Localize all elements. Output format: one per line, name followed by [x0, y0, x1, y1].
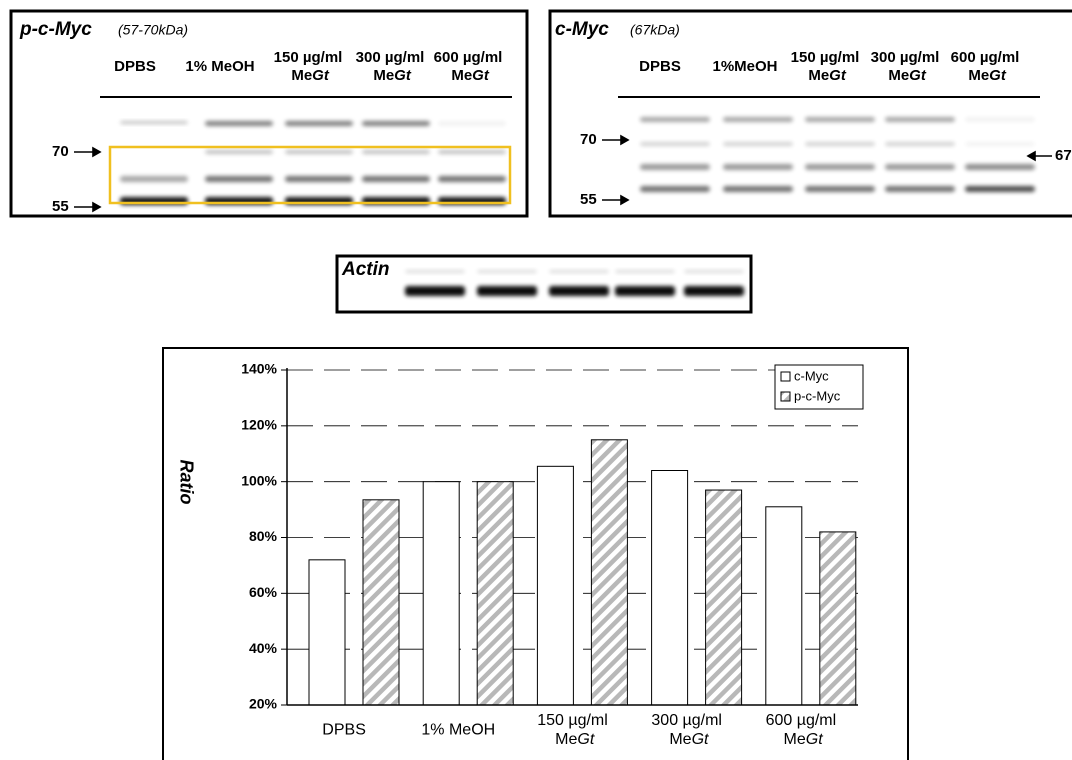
blot-band	[723, 164, 793, 170]
y-tick-label: 60%	[249, 584, 278, 600]
blot-band	[684, 270, 744, 273]
blot-band	[438, 176, 506, 182]
blot-band	[965, 186, 1035, 192]
blot-band	[885, 164, 955, 170]
bar	[537, 466, 573, 705]
blot-band	[640, 164, 710, 170]
bar	[706, 490, 742, 705]
blot-subtitle: (67kDa)	[630, 22, 680, 38]
bar	[477, 482, 513, 705]
legend-swatch	[781, 372, 790, 381]
blot-band	[640, 117, 710, 122]
blot-band	[205, 121, 273, 126]
lane-label: 1% MeOH	[185, 58, 254, 75]
blot-subtitle: (57-70kDa)	[118, 22, 188, 38]
marker-label: 70	[52, 143, 69, 160]
blot-band	[684, 286, 744, 296]
blot-band	[438, 121, 506, 126]
blot-band	[205, 150, 273, 154]
blot-band	[615, 270, 675, 273]
bar	[363, 500, 399, 705]
blot-band	[285, 121, 353, 126]
blot-band	[285, 176, 353, 182]
blot-band	[640, 142, 710, 146]
blot-band	[805, 164, 875, 170]
blot-band	[362, 176, 430, 182]
lane-label: 1%MeOH	[712, 58, 777, 75]
bar	[652, 471, 688, 706]
blot-band	[805, 186, 875, 192]
blot-band	[477, 286, 537, 296]
blot-band	[965, 142, 1035, 146]
y-tick-label: 40%	[249, 640, 278, 656]
marker-label: 55	[52, 198, 69, 215]
legend-swatch	[781, 392, 790, 401]
y-tick-label: 80%	[249, 528, 278, 544]
blot-band	[723, 142, 793, 146]
marker-label: 55	[580, 191, 597, 208]
blot-band	[885, 186, 955, 192]
blot-band	[362, 121, 430, 126]
blot-band	[285, 150, 353, 154]
blot-title: Actin	[341, 259, 390, 280]
lane-label: DPBS	[114, 58, 156, 75]
blot-title: c-Myc	[555, 19, 609, 40]
blot-band	[723, 186, 793, 192]
blot-band	[120, 176, 188, 182]
x-tick-label: 1% MeOH	[421, 722, 495, 739]
blot-band	[640, 186, 710, 192]
bar	[423, 482, 459, 705]
blot-band	[885, 117, 955, 122]
blot-band	[549, 286, 609, 296]
blot-title: p-c-Myc	[19, 19, 92, 40]
blot-band	[615, 286, 675, 296]
legend-label: c-Myc	[794, 368, 829, 383]
blot-band	[549, 270, 609, 273]
x-tick-label: DPBS	[322, 722, 366, 739]
blot-band	[965, 117, 1035, 122]
bar	[766, 507, 802, 705]
y-tick-label: 140%	[241, 361, 277, 377]
y-tick-label: 20%	[249, 696, 278, 712]
blot-panel	[550, 11, 1072, 216]
y-tick-label: 100%	[241, 472, 277, 488]
blot-band	[965, 164, 1035, 170]
marker-label: 70	[580, 131, 597, 148]
bar	[309, 560, 345, 705]
blot-panel	[337, 256, 751, 312]
blot-band	[885, 142, 955, 146]
bar	[820, 532, 856, 705]
blot-band	[405, 270, 465, 273]
lane-label: DPBS	[639, 58, 681, 75]
y-axis-label: Ratio	[176, 460, 196, 505]
blot-band	[362, 150, 430, 154]
blot-band	[405, 286, 465, 296]
blot-band	[723, 117, 793, 122]
blot-band	[477, 270, 537, 273]
blot-band	[438, 150, 506, 154]
bar	[591, 440, 627, 705]
legend-label: p-c-Myc	[794, 388, 841, 403]
blot-band	[805, 117, 875, 122]
figure: p-c-Myc (57-70kDa) c-Myc (67kDa) Actin 7…	[0, 0, 1072, 760]
blot-panel	[11, 11, 527, 216]
y-tick-label: 120%	[241, 417, 277, 433]
marker-label: 67	[1055, 147, 1072, 164]
blot-band	[205, 176, 273, 182]
blot-band	[805, 142, 875, 146]
blot-band	[120, 121, 188, 124]
